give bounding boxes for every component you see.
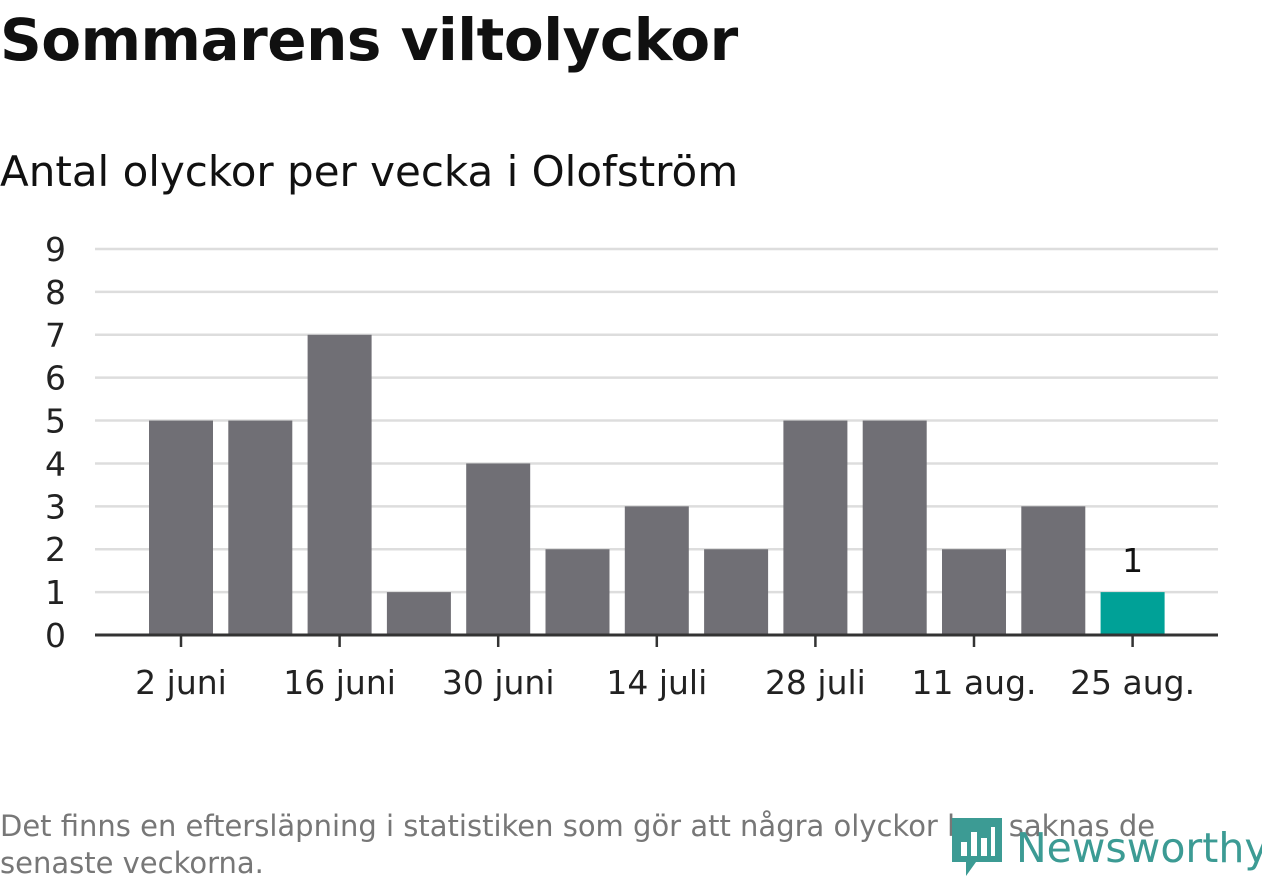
y-tick-label: 9 (45, 230, 66, 269)
chart-title: Sommarens viltolyckor (0, 6, 738, 74)
x-axis-tick-labels: 2 juni 16 juni 30 juni 14 juli 28 juli 11 aug… (135, 663, 1195, 702)
y-axis-tick-labels: 0 1 2 3 45 6 7 8 9 (45, 230, 66, 655)
y-tick-label: 5 (45, 402, 66, 441)
x-tick-label: 28 juli (765, 663, 866, 702)
bar (386, 592, 451, 635)
newsworthy-logo: Newsworthy (952, 818, 1262, 878)
bar-data-label: 1 (1122, 541, 1143, 580)
bar (704, 549, 769, 635)
y-tick-label: 8 (45, 273, 66, 312)
x-tick-label: 30 juni (442, 663, 555, 702)
bar (545, 549, 610, 635)
bar (862, 420, 927, 635)
x-axis (95, 633, 1218, 647)
x-tick-label: 2 juni (135, 663, 227, 702)
y-tick-label: 4 (45, 444, 66, 483)
bar (1100, 592, 1165, 635)
y-tick-label: 2 (45, 530, 66, 569)
bar (149, 420, 213, 635)
bar (942, 549, 1006, 635)
x-tick-label: 11 aug. (911, 663, 1036, 702)
bar (1021, 506, 1086, 635)
bar (307, 334, 372, 635)
x-tick-label: 16 juni (283, 663, 396, 702)
bar (466, 463, 531, 635)
x-tick-label: 14 juli (606, 663, 707, 702)
bar (228, 420, 293, 635)
x-tick-label: 25 aug. (1070, 663, 1195, 702)
bar (783, 420, 848, 635)
y-tick-label: 1 (45, 573, 66, 612)
y-tick-label: 6 (45, 359, 66, 398)
bar (624, 506, 689, 635)
y-tick-label: 7 (45, 316, 66, 355)
bars (149, 334, 1165, 635)
y-tick-label: 3 (45, 487, 66, 526)
newsworthy-logo-text: Newsworthy (1016, 824, 1262, 872)
y-tick-label: 0 (45, 616, 66, 655)
chart-subtitle: Antal olyckor per vecka i Olofström (0, 147, 739, 196)
data-labels: 1 (1122, 541, 1143, 580)
newsworthy-chart-icon (952, 818, 1002, 876)
